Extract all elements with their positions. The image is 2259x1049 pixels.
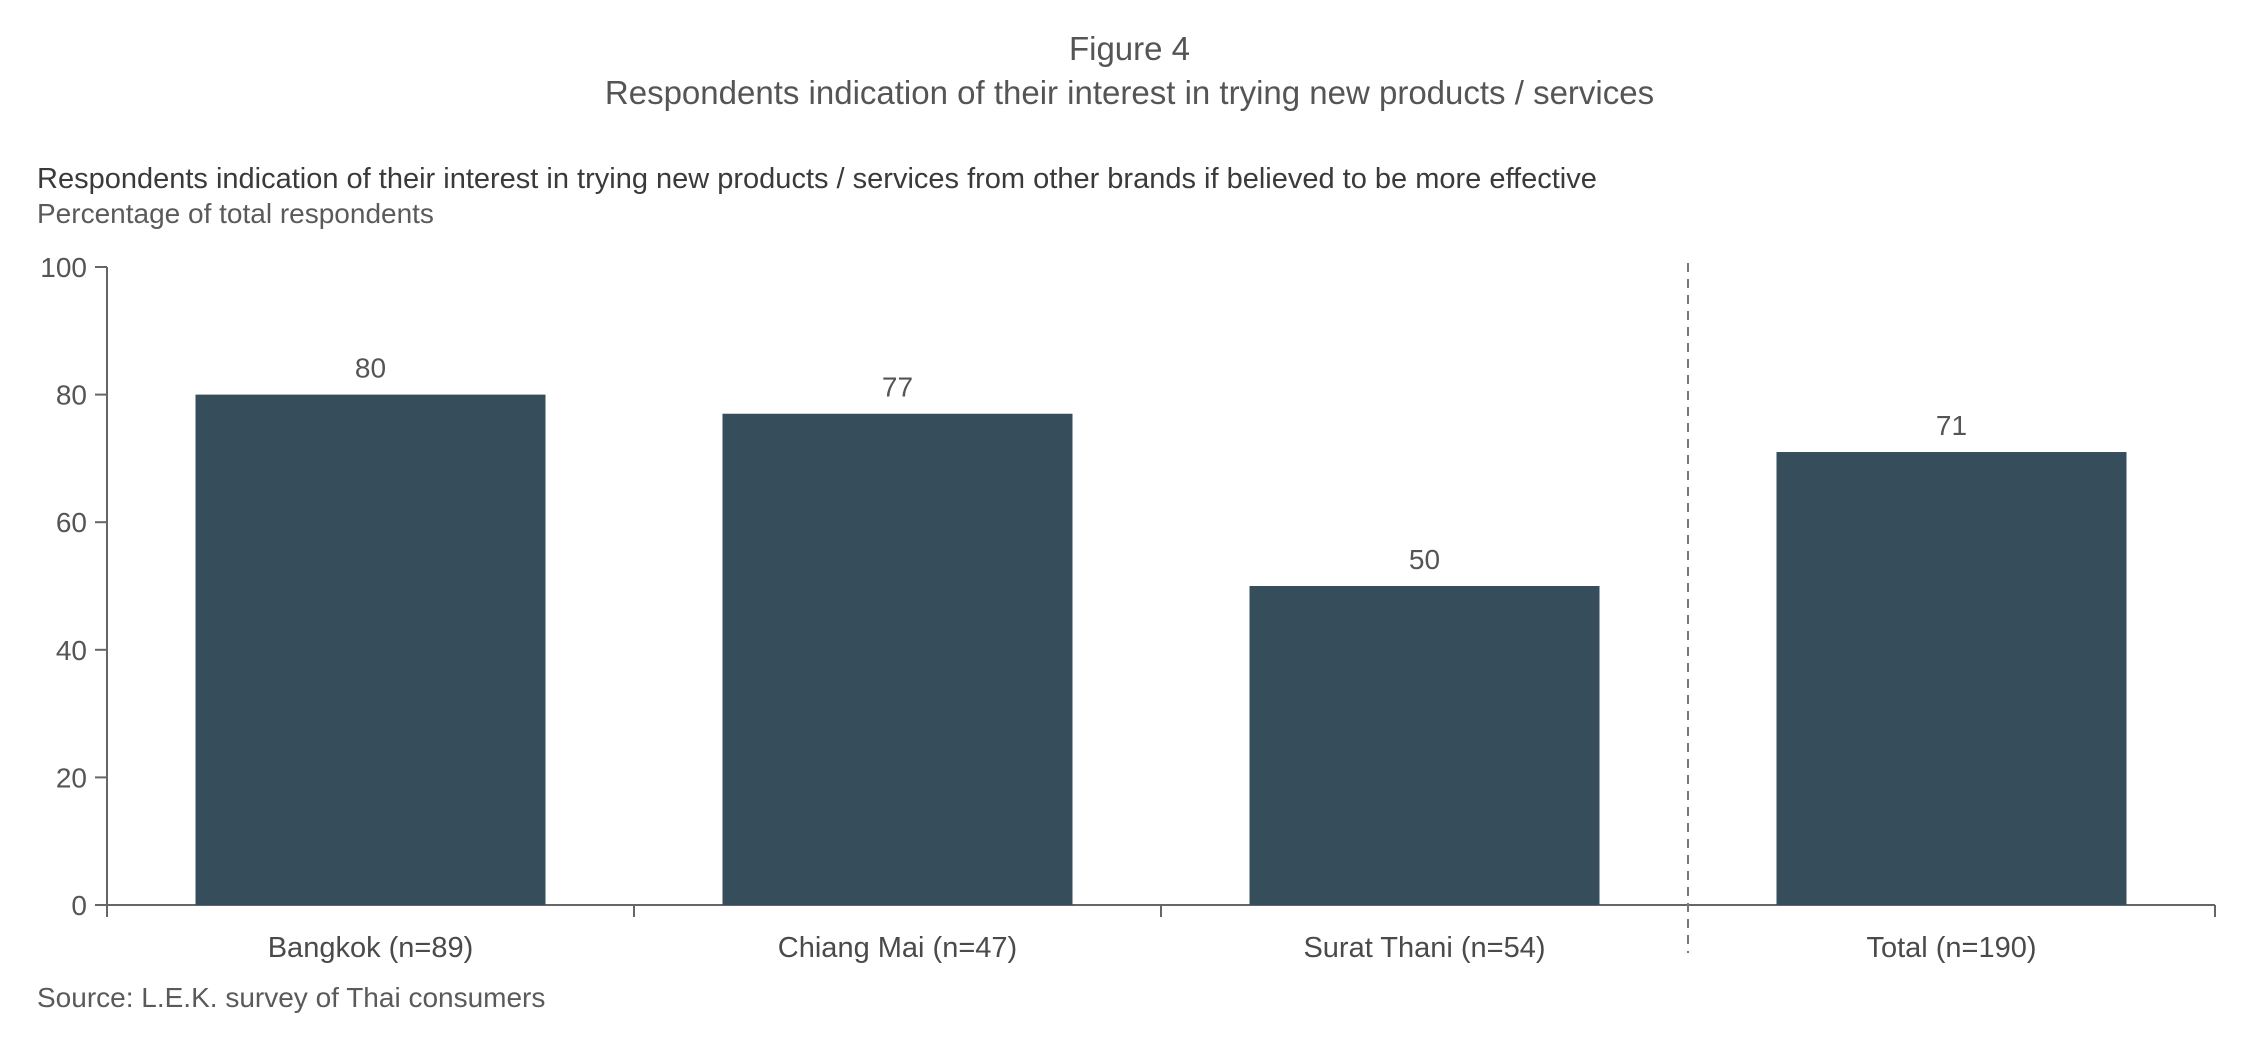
bar [195, 394, 546, 905]
figure-title: Respondents indication of their interest… [604, 74, 1655, 111]
y-tick-label: 20 [56, 762, 87, 793]
bar-value-label: 71 [1936, 410, 1967, 441]
x-category-label: Chiang Mai (n=47) [778, 932, 1017, 964]
bar [722, 413, 1073, 905]
source-note: Source: L.E.K. survey of Thai consumers [37, 982, 546, 1013]
bar-value-label: 50 [1409, 544, 1440, 575]
x-category-label: Total (n=190) [1866, 932, 2036, 964]
chart-subheading: Percentage of total respondents [37, 198, 434, 229]
chart-heading: Respondents indication of their interest… [37, 163, 1597, 195]
y-tick-label: 100 [40, 252, 87, 283]
bar-value-label: 77 [882, 372, 913, 403]
y-tick-label: 80 [56, 380, 87, 411]
x-category-label: Surat Thani (n=54) [1303, 932, 1545, 964]
bar-value-label: 80 [355, 353, 386, 384]
figure-label: Figure 4 [1068, 30, 1191, 67]
y-tick-label: 60 [56, 507, 87, 538]
bar [1249, 586, 1600, 905]
bar [1776, 452, 2127, 905]
x-category-label: Bangkok (n=89) [268, 932, 474, 964]
y-tick-label: 0 [71, 890, 87, 921]
y-tick-label: 40 [56, 635, 87, 666]
